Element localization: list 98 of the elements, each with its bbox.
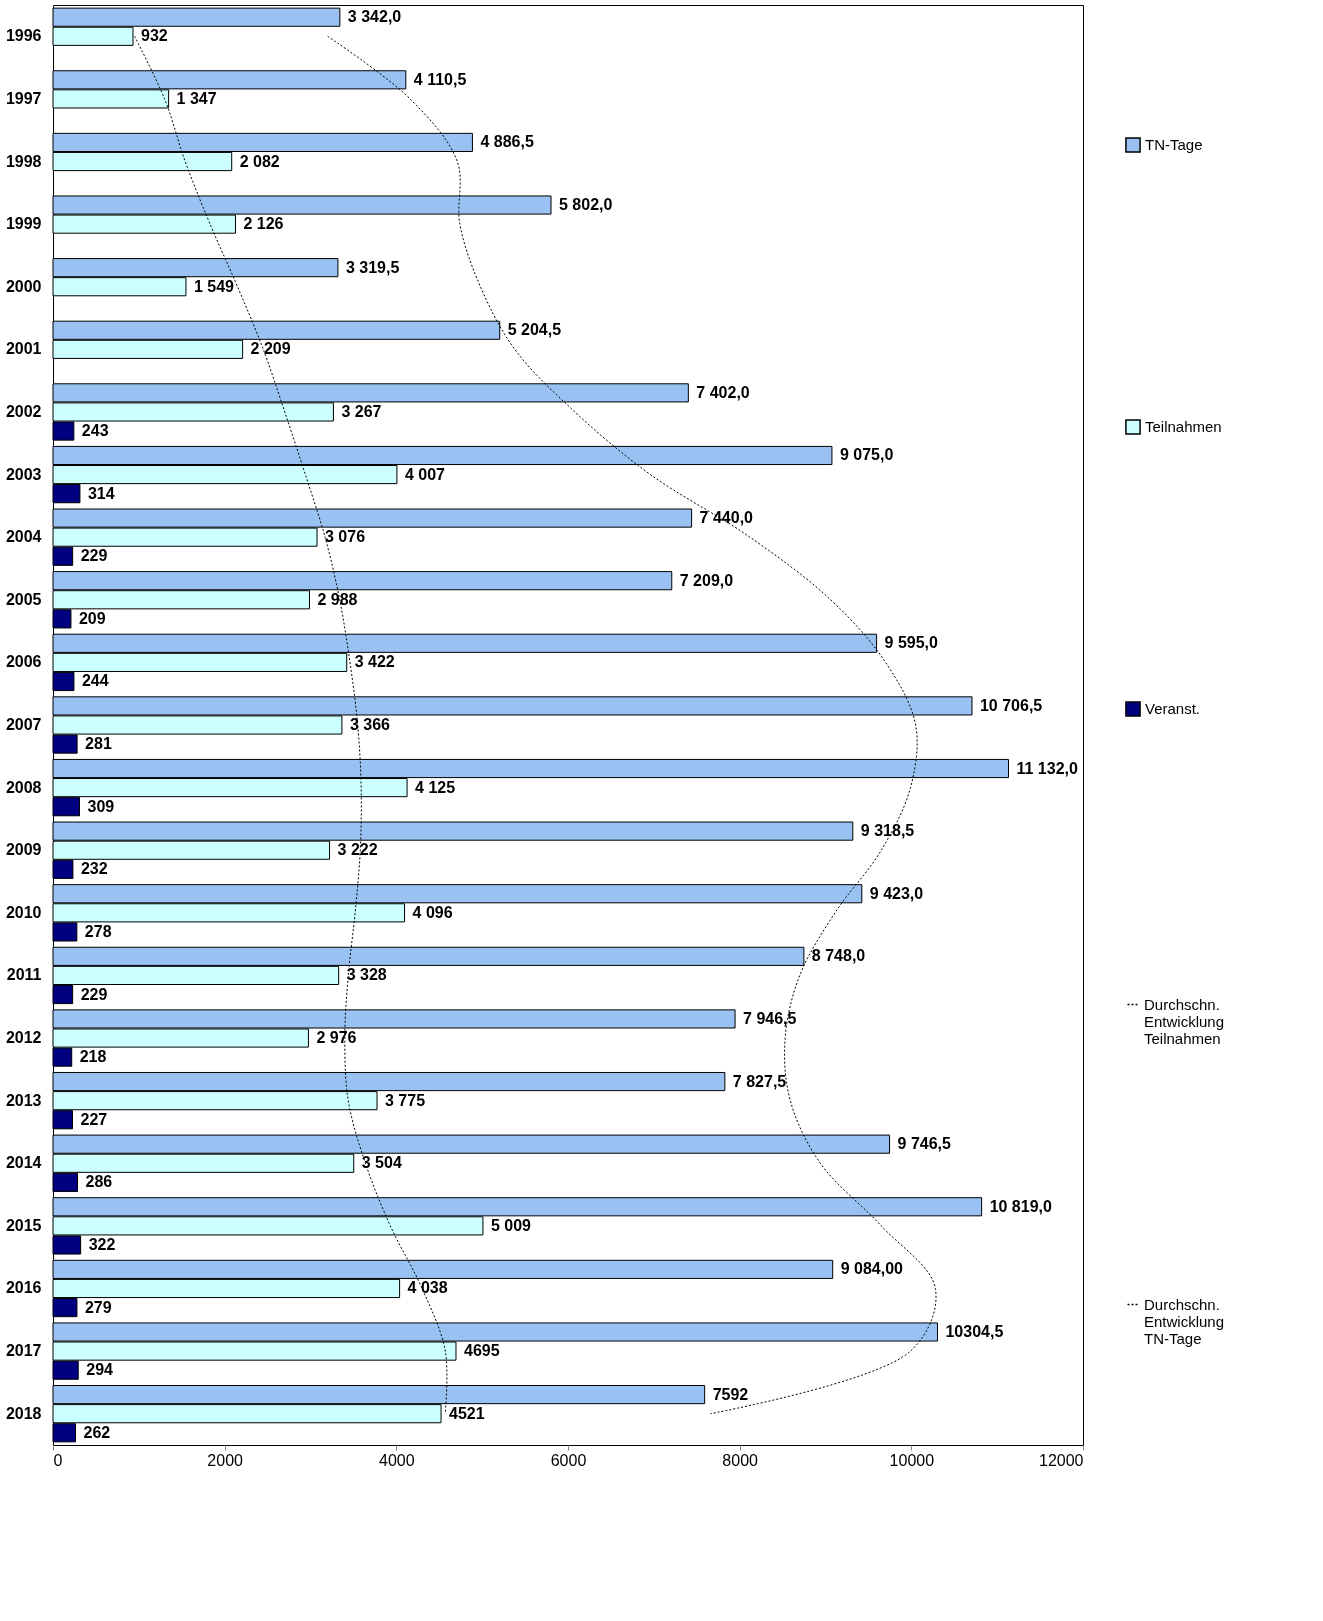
legend-label: Durchschn. Entwicklung Teilnahmen	[1144, 995, 1225, 1047]
data-label: 1 549	[193, 277, 235, 295]
data-label: 229	[80, 985, 108, 1003]
y-tick-label: 2008	[5, 778, 42, 796]
data-label: 932	[141, 27, 168, 45]
x-tick-label: 4000	[379, 1451, 415, 1469]
data-label: 9 595,0	[884, 634, 939, 652]
data-label: 3 319,5	[345, 258, 400, 276]
x-tick-label: 8000	[722, 1451, 759, 1469]
data-label: 9 084,00	[840, 1260, 904, 1278]
x-tick-label: 2000	[207, 1451, 244, 1469]
y-tick-label: 2012	[5, 1029, 42, 1047]
data-label: 10 819,0	[989, 1197, 1053, 1215]
data-label: 1 347	[176, 89, 217, 107]
data-label: 314	[87, 484, 115, 502]
data-label: 8 748,0	[811, 947, 866, 965]
legend-label: Durchschn. Entwicklung TN-Tage	[1144, 1295, 1225, 1347]
data-label: 4 125	[415, 778, 456, 796]
y-tick-label: 2017	[5, 1342, 42, 1360]
y-tick-label: 2000	[5, 277, 42, 295]
legend-label: Teilnahmen	[1145, 418, 1222, 435]
data-label: 2 976	[316, 1029, 357, 1047]
data-label: 9 423,0	[869, 884, 924, 902]
y-tick-label: 1996	[5, 27, 42, 45]
data-label: 218	[79, 1048, 107, 1066]
x-tick-label: 6000	[550, 1451, 587, 1469]
x-tick-label: 12000	[1039, 1451, 1084, 1469]
data-label: 4695	[463, 1342, 500, 1360]
y-tick-label: 2004	[5, 528, 42, 546]
data-label: 2 209	[250, 340, 291, 358]
data-label: 244	[81, 672, 109, 690]
y-tick-label: 2018	[5, 1404, 42, 1422]
y-tick-label: 2002	[5, 402, 42, 420]
data-label: 3 366	[349, 716, 391, 733]
y-tick-label: 1997	[5, 89, 42, 107]
y-tick-label: 2011	[6, 966, 42, 984]
data-label: 10 706,5	[979, 696, 1043, 714]
data-label: 5 009	[490, 1216, 532, 1234]
data-label: 3 222	[337, 841, 378, 859]
data-label: 4 096	[412, 903, 453, 921]
data-label: 4 886,5	[480, 133, 534, 151]
data-label: 3 504	[361, 1154, 402, 1172]
data-label: 4 038	[407, 1279, 448, 1297]
data-label: 4 007	[404, 465, 446, 483]
data-label: 9 746,5	[897, 1135, 952, 1153]
y-tick-label: 2015	[5, 1216, 42, 1234]
data-label: 2 126	[243, 215, 284, 233]
y-tick-label: 2003	[5, 465, 42, 483]
data-label: 3 775	[385, 1091, 426, 1109]
y-tick-label: 2010	[5, 903, 42, 921]
data-label: 4 110,5	[413, 70, 467, 88]
data-label: 5 204,5	[507, 321, 562, 339]
data-label: 3 076	[325, 528, 366, 546]
data-label: 7592	[712, 1385, 749, 1403]
y-tick-label: 2001	[5, 340, 42, 358]
x-tick-label: 0	[53, 1451, 63, 1469]
y-tick-label: 2014	[5, 1154, 42, 1172]
data-label: 232	[80, 860, 108, 878]
legend-label: Veranst.	[1145, 700, 1201, 717]
data-label: 322	[88, 1235, 116, 1253]
data-label: 286	[85, 1173, 113, 1191]
y-tick-label: 2013	[5, 1091, 42, 1109]
data-label: 9 318,5	[860, 822, 915, 840]
data-label: 10304,5	[945, 1322, 1004, 1340]
data-label: 229	[80, 547, 108, 565]
data-label: 11 132,0	[1016, 759, 1078, 777]
data-label: 7 402,0	[696, 383, 750, 401]
data-label: 281	[85, 735, 112, 753]
data-label: 262	[83, 1423, 111, 1441]
data-label: 209	[78, 609, 106, 627]
y-tick-label: 1998	[5, 152, 42, 170]
data-label: 2 988	[317, 590, 358, 608]
data-label: 9 075,0	[839, 446, 894, 464]
data-label: 3 422	[354, 653, 395, 671]
data-label: 279	[84, 1298, 112, 1316]
data-label: 7 209,0	[679, 571, 734, 589]
data-label: 5 802,0	[559, 196, 613, 214]
x-tick-label: 10000	[889, 1451, 935, 1469]
y-tick-label: 2005	[5, 590, 42, 608]
data-label: 2 082	[239, 152, 280, 170]
y-tick-label: 2007	[5, 716, 42, 733]
data-label: 3 342,0	[347, 8, 402, 26]
data-label: 7 946,5	[743, 1009, 797, 1027]
data-label: 243	[81, 422, 109, 440]
data-label: 4521	[449, 1404, 485, 1422]
y-tick-label: 1999	[5, 215, 42, 233]
data-label: 3 328	[346, 966, 387, 984]
y-tick-label: 2009	[5, 841, 42, 859]
legend-label: TN-Tage	[1145, 136, 1203, 153]
data-label: 227	[80, 1110, 108, 1128]
data-label: 294	[86, 1361, 114, 1379]
y-tick-label: 2016	[5, 1279, 42, 1297]
data-label: 3 267	[341, 402, 382, 420]
data-label: 7 440,0	[699, 509, 754, 527]
data-label: 7 827,5	[732, 1072, 787, 1090]
data-label: 278	[84, 922, 112, 940]
y-tick-label: 2006	[5, 653, 42, 671]
data-label: 309	[87, 797, 115, 815]
